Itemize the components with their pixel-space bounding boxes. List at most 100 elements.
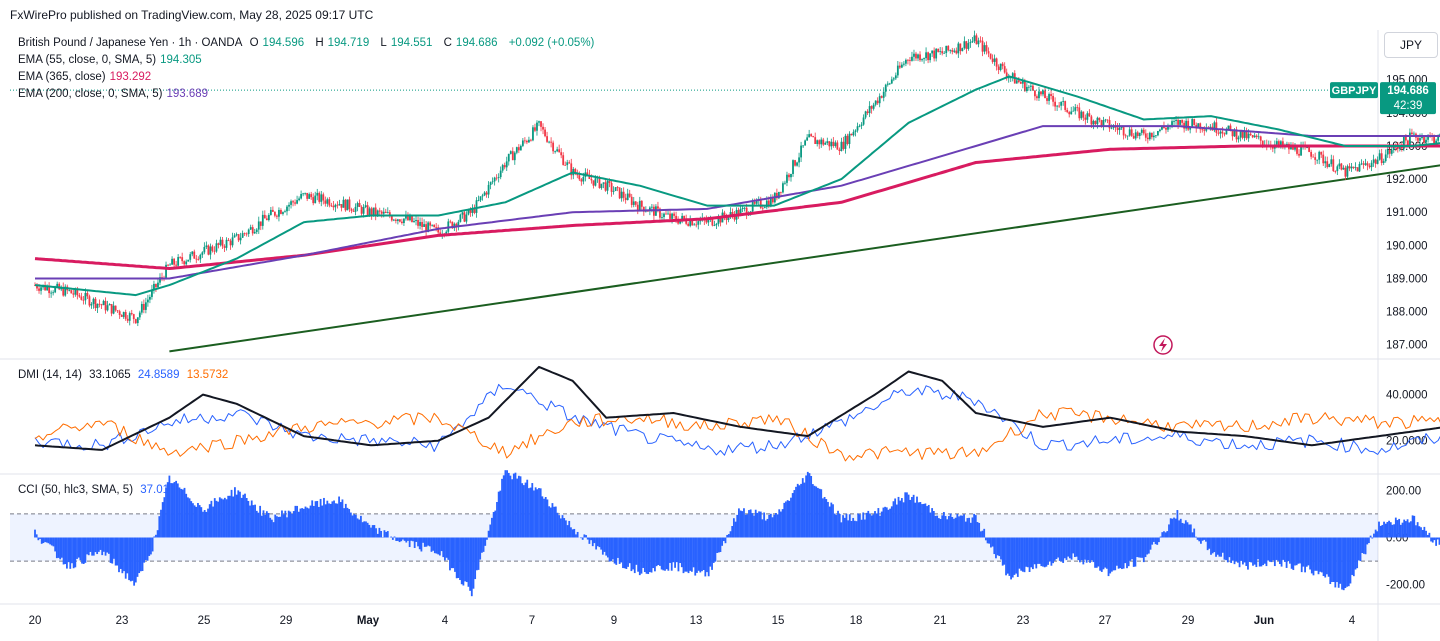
candle-body <box>98 303 101 305</box>
ema200-legend[interactable]: EMA (200, close, 0, SMA, 5) 193.689 <box>18 88 209 100</box>
cci-bar <box>1436 537 1439 540</box>
cci-bar <box>249 505 251 538</box>
cci-bar <box>628 537 631 564</box>
cci-bar <box>34 529 36 538</box>
cci-bar <box>464 537 466 582</box>
cci-bar <box>1006 537 1009 574</box>
candle-body <box>483 192 486 196</box>
cci-bar <box>1289 537 1291 564</box>
candle-body <box>900 64 903 68</box>
cci-bar <box>1408 522 1411 538</box>
cci-bar <box>349 512 352 538</box>
candle-body <box>961 48 964 52</box>
cci-histogram <box>34 470 1440 597</box>
cci-bar <box>773 514 776 538</box>
cci-bar <box>596 537 599 547</box>
cci-bar <box>72 537 75 569</box>
cci-bar <box>645 537 648 574</box>
candle-body <box>203 246 206 253</box>
cci-bar <box>1406 519 1409 538</box>
cci-bar <box>60 537 63 558</box>
candle-body <box>187 259 190 262</box>
cci-bar <box>1142 537 1145 563</box>
cci-bar <box>895 504 898 538</box>
cci-bar <box>1163 531 1165 538</box>
candle-body <box>1352 166 1355 168</box>
cci-bar <box>1094 537 1096 568</box>
cci-bar <box>914 502 917 538</box>
cci-bar <box>591 537 594 547</box>
candle-body <box>350 209 353 211</box>
cci-bar <box>774 513 777 538</box>
cci-bar <box>1168 524 1170 538</box>
cci-bar <box>590 537 592 541</box>
cci-bar <box>1356 537 1359 569</box>
cci-bar <box>1021 537 1024 572</box>
candle-body <box>1108 120 1111 129</box>
candle-body <box>356 203 359 207</box>
candle-body <box>74 289 77 295</box>
candle-body <box>413 220 415 222</box>
cci-bar <box>1178 520 1180 538</box>
candle-body <box>126 318 129 321</box>
candle-body <box>840 141 843 152</box>
cci-bar <box>1082 537 1085 565</box>
candle-body <box>1294 146 1296 150</box>
candle-body <box>727 215 730 220</box>
cci-bar <box>741 511 744 538</box>
cci-bar <box>175 480 178 538</box>
candle-body <box>1175 119 1177 121</box>
candle-body <box>76 289 79 296</box>
ema365-line <box>34 144 1440 270</box>
cci-bar <box>806 471 809 538</box>
cci-bar <box>548 506 550 538</box>
candle-body <box>1054 101 1056 107</box>
candle-body <box>1044 90 1046 99</box>
currency-button[interactable]: JPY <box>1384 32 1438 58</box>
candle-body <box>300 193 303 199</box>
candle-body <box>469 209 472 213</box>
candle-body <box>165 264 167 279</box>
cci-bar <box>395 537 398 541</box>
cci-bar <box>1262 537 1264 566</box>
cci-bar <box>286 517 288 538</box>
candle-body <box>1187 120 1190 130</box>
cci-bar <box>415 537 418 542</box>
cci-bar <box>709 537 712 567</box>
cci-bar <box>778 509 781 538</box>
cci-bar <box>622 537 624 569</box>
cci-bar <box>904 492 907 538</box>
candle-body <box>427 222 430 233</box>
cci-bar <box>911 497 913 538</box>
cci-bar <box>890 506 893 538</box>
candle-body <box>677 220 680 224</box>
cci-bar <box>759 511 762 538</box>
cci-legend[interactable]: CCI (50, hlc3, SMA, 5) 37.01 <box>18 484 170 496</box>
candle-body <box>471 208 474 213</box>
cci-bar <box>435 537 438 554</box>
price-tick-label: 189.000 <box>1386 273 1428 285</box>
candle-body <box>1378 153 1381 160</box>
cci-bar <box>197 502 199 538</box>
candle-body <box>665 213 667 215</box>
candle-body <box>348 199 351 210</box>
cci-bar <box>502 475 505 538</box>
ema55-legend[interactable]: EMA (55, close, 0, SMA, 5) 194.305 <box>18 54 202 66</box>
candle-body <box>1316 159 1319 161</box>
candle-body <box>1205 128 1208 131</box>
candle-body <box>1092 120 1095 125</box>
dmi-legend[interactable]: DMI (14, 14) 33.1065 24.8589 13.5732 <box>18 369 229 381</box>
candle-body <box>280 209 282 214</box>
cci-bar <box>544 497 547 538</box>
cci-bar <box>312 505 315 538</box>
candle-body <box>1239 130 1242 138</box>
cci-bar <box>932 510 935 538</box>
cci-bar <box>1282 537 1285 560</box>
cci-bar <box>956 513 959 538</box>
candle-body <box>144 302 147 310</box>
candle-body <box>142 303 145 310</box>
candle-body <box>1181 119 1184 123</box>
ema365-legend[interactable]: EMA (365, close) 193.292 <box>18 71 152 83</box>
price-change: +0.092 (+0.05%) <box>508 37 595 49</box>
